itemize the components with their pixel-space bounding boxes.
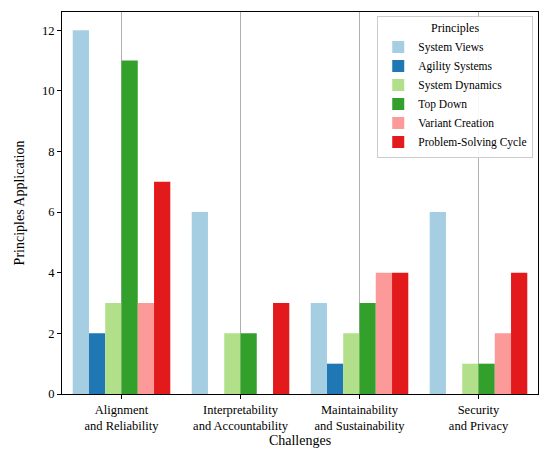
svg-text:System Dynamics: System Dynamics [418,79,502,92]
svg-text:Alignmentand Reliability: Alignmentand Reliability [85,403,160,433]
svg-text:Top Down: Top Down [418,98,467,111]
svg-text:Agility Systems: Agility Systems [418,60,492,73]
svg-text:Securityand Privacy: Securityand Privacy [449,403,509,433]
svg-text:10: 10 [42,84,55,98]
svg-text:6: 6 [48,205,54,219]
svg-text:Problem-Solving Cycle: Problem-Solving Cycle [418,136,526,149]
svg-text:Challenges: Challenges [269,433,331,448]
svg-text:4: 4 [48,266,55,280]
svg-text:8: 8 [48,145,54,159]
svg-text:Maintainabilityand Sustainabil: Maintainabilityand Sustainability [315,403,406,433]
svg-text:Interpretabilityand Accountabi: Interpretabilityand Accountability [193,403,289,433]
svg-text:Principles Application: Principles Application [12,141,27,266]
svg-text:System Views: System Views [418,41,484,54]
svg-text:Variant Creation: Variant Creation [418,117,494,129]
svg-text:0: 0 [48,387,54,401]
svg-text:Principles: Principles [431,21,479,35]
svg-text:12: 12 [42,24,55,38]
svg-text:2: 2 [48,327,54,341]
